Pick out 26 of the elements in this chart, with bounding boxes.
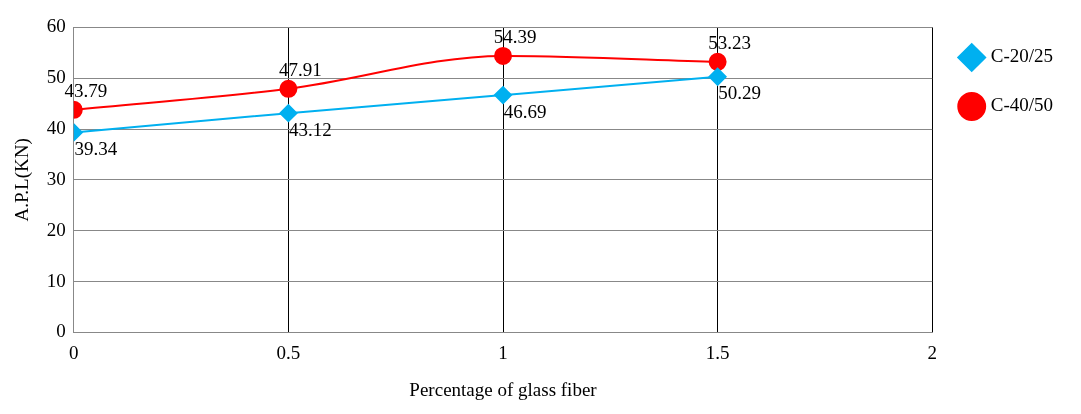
point [279,79,298,98]
point [279,104,298,123]
data-label: 43.79 [64,80,108,102]
point [708,67,727,86]
x-tick-label: 2 [927,341,937,363]
x-axis-title: Percentage of glass fiber [409,378,598,400]
y-axis-title: A.P.L(KN) [11,138,34,222]
data-label: 39.34 [74,137,118,159]
point [494,46,513,65]
y-tick-label: 20 [46,218,66,240]
data-label: 43.12 [289,118,332,140]
point [708,52,727,71]
y-tick-label: 10 [46,269,66,291]
x-tick-label: 1.5 [705,341,730,363]
data-label: 46.69 [503,100,547,122]
x-tick-label: 0.5 [276,341,301,363]
y-tick-label: 40 [46,117,66,139]
y-tick-label: 50 [46,66,66,88]
data-label: 50.29 [718,82,761,104]
x-tick-label: 1 [498,341,508,363]
y-tick-label: 0 [56,320,66,342]
point [494,86,513,105]
y-tick-label: 60 [46,15,66,37]
legend-label: C-40/50 [990,94,1053,116]
legend-label: C-20/25 [990,45,1053,67]
y-tick-label: 30 [46,167,66,189]
